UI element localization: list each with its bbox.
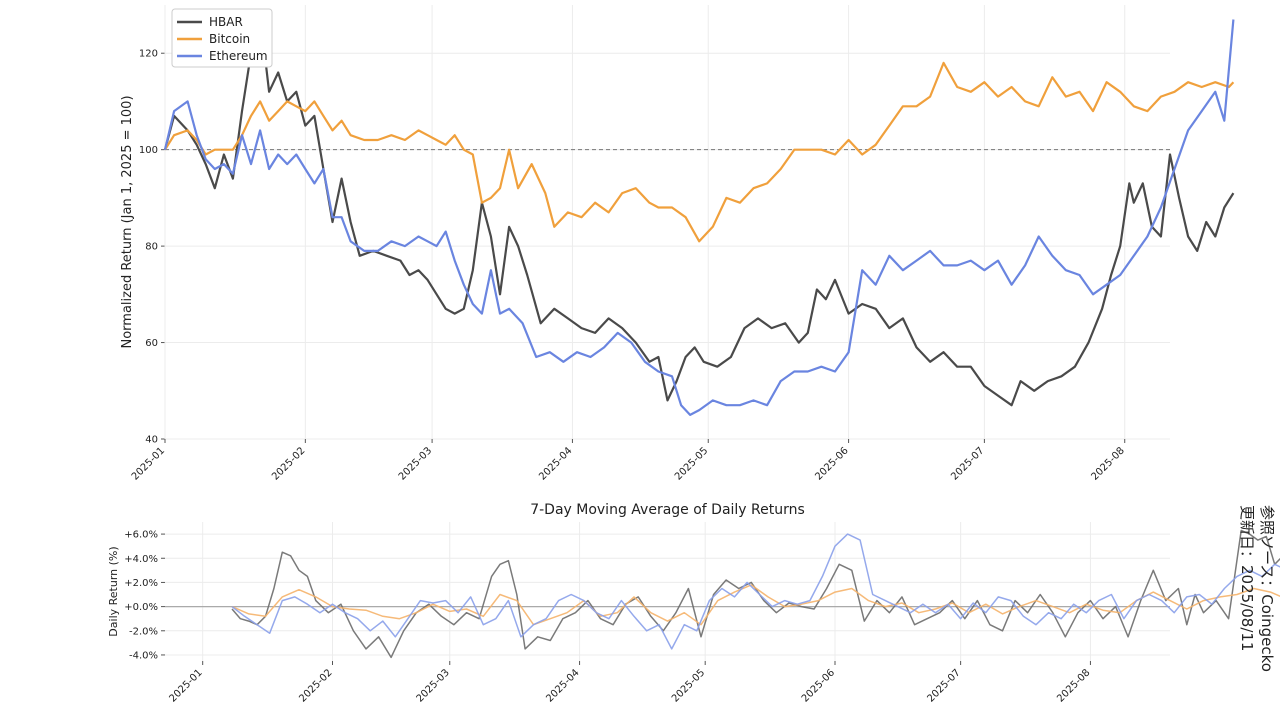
series-line-hbar [163, 13, 1235, 407]
legend-box [171, 8, 273, 68]
x-tick-label: 2025-01 [130, 445, 167, 482]
y-tick-label: +2.0% [124, 578, 158, 589]
y-tick-label: -4.0% [129, 650, 158, 661]
y-tick-label: +0.0% [124, 602, 158, 613]
series-line-ethereum [231, 533, 1280, 650]
x-tick-label: 2025-03 [415, 667, 452, 704]
x-tick-label: 2025-06 [813, 445, 850, 482]
x-tick-label: 2025-04 [537, 445, 574, 482]
y-tick-label: -2.0% [129, 626, 158, 637]
x-tick-label: 2025-02 [297, 667, 334, 704]
x-tick-label: 2025-06 [800, 667, 837, 704]
x-tick-label: 2025-08 [1055, 667, 1092, 704]
moving-average-chart: -4.0% -2.0% +0.0% +2.0% +4.0% +6.0% 2025-01 202… [107, 502, 1280, 705]
y-tick-label: 120 [139, 49, 158, 60]
legend-label-hbar: HBAR [209, 15, 243, 29]
x-tick-label: 2025-05 [670, 667, 707, 704]
source-note: 参照ソース：Coingecko 更新日：2025/08/11 [1238, 505, 1276, 672]
x-tick-label: 2025-02 [270, 445, 307, 482]
x-tick-label: 2025-01 [167, 667, 204, 704]
y-tick-label: 40 [145, 435, 158, 446]
x-tick-label: 2025-04 [544, 667, 581, 704]
series-line-ethereum [163, 19, 1235, 416]
series-line-bitcoin [231, 584, 1280, 626]
y-tick-label: +6.0% [124, 530, 158, 541]
x-tick-label: 2025-07 [925, 667, 962, 704]
x-tick-label: 2025-07 [949, 445, 986, 482]
y-axis-label: Normalized Return (Jan 1, 2025 = 100) [120, 95, 135, 348]
x-tick-label: 2025-05 [673, 445, 710, 482]
legend-label-bitcoin: Bitcoin [209, 32, 250, 46]
series-line-bitcoin [164, 61, 1235, 243]
source-note-line2: 更新日：2025/08/11 [1238, 505, 1256, 651]
x-tick-label: 2025-03 [397, 445, 434, 482]
y-axis-label: Daily Return (%) [107, 546, 120, 636]
y-tick-label: 60 [145, 338, 158, 349]
series-line-hbar [231, 529, 1280, 659]
y-tick-label: 100 [139, 145, 158, 156]
legend-label-ethereum: Ethereum [209, 49, 268, 63]
y-tick-label: +4.0% [124, 554, 158, 565]
x-tick-label: 2025-08 [1090, 445, 1127, 482]
y-tick-label: 80 [145, 242, 158, 253]
normalized-return-chart: 40 60 80 100 120 2025-01 2025-02 2025-03 2025-04… [120, 5, 1235, 483]
chart-title: 7-Day Moving Average of Daily Returns [530, 502, 805, 518]
legend: HBAR Bitcoin Ethereum [171, 8, 273, 68]
source-note-line1: 参照ソース：Coingecko [1258, 505, 1276, 672]
